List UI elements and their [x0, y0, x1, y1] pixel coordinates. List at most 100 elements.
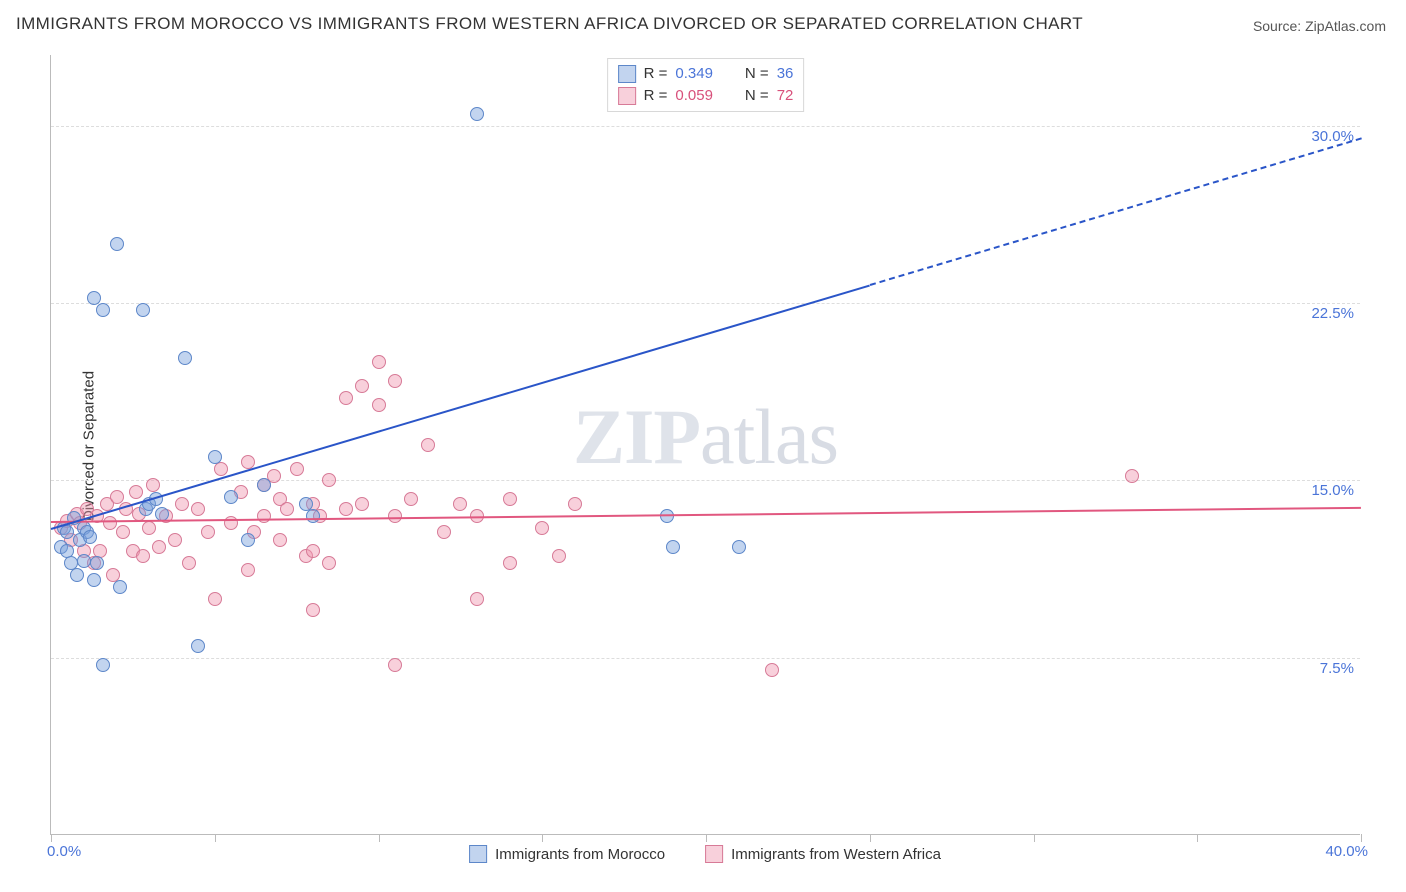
scatter-point-series-b [322, 556, 336, 570]
scatter-point-series-b [208, 592, 222, 606]
x-tick [706, 834, 707, 842]
scatter-point-series-a [470, 107, 484, 121]
x-tick [1034, 834, 1035, 842]
watermark-atlas: atlas [700, 393, 838, 480]
scatter-point-series-b [372, 398, 386, 412]
trend-line-series-a-dashed [869, 138, 1361, 286]
scatter-point-series-b [280, 502, 294, 516]
gridline-h [51, 303, 1360, 304]
legend-swatch [618, 87, 636, 105]
scatter-point-series-b [306, 544, 320, 558]
gridline-h [51, 480, 1360, 481]
y-tick-label: 22.5% [1311, 305, 1354, 322]
scatter-point-series-b [306, 603, 320, 617]
scatter-point-series-a [83, 530, 97, 544]
scatter-point-series-b [257, 509, 271, 523]
scatter-point-series-b [201, 525, 215, 539]
scatter-point-series-a [191, 639, 205, 653]
scatter-point-series-b [136, 549, 150, 563]
scatter-point-series-b [388, 658, 402, 672]
scatter-point-series-b [388, 509, 402, 523]
legend-n-label: N = [745, 85, 769, 107]
scatter-point-series-b [191, 502, 205, 516]
x-tick [1197, 834, 1198, 842]
scatter-point-series-a [87, 291, 101, 305]
gridline-h [51, 658, 1360, 659]
legend-swatch [469, 845, 487, 863]
scatter-point-series-b [568, 497, 582, 511]
legend-series-item: Immigrants from Western Africa [705, 845, 941, 863]
scatter-point-series-a [178, 351, 192, 365]
legend-r-value: 0.349 [675, 63, 713, 85]
x-tick [51, 834, 52, 842]
scatter-point-series-b [182, 556, 196, 570]
legend-series-label: Immigrants from Western Africa [731, 846, 941, 863]
plot-area: ZIPatlas R =0.349N =36R =0.059N =72 7.5%… [50, 55, 1360, 835]
x-tick [215, 834, 216, 842]
scatter-point-series-a [70, 568, 84, 582]
scatter-point-series-b [175, 497, 189, 511]
scatter-point-series-b [241, 455, 255, 469]
legend-series-item: Immigrants from Morocco [469, 845, 665, 863]
scatter-point-series-b [116, 525, 130, 539]
scatter-point-series-b [404, 492, 418, 506]
scatter-point-series-a [666, 540, 680, 554]
scatter-point-series-a [257, 478, 271, 492]
scatter-point-series-b [290, 462, 304, 476]
scatter-point-series-b [453, 497, 467, 511]
scatter-point-series-b [339, 391, 353, 405]
y-tick-label: 7.5% [1320, 660, 1354, 677]
scatter-point-series-b [470, 592, 484, 606]
scatter-point-series-a [96, 303, 110, 317]
scatter-point-series-a [136, 303, 150, 317]
trend-line-series-b [51, 506, 1361, 522]
legend-r-label: R = [644, 85, 668, 107]
x-tick [1361, 834, 1362, 842]
y-tick-label: 15.0% [1311, 482, 1354, 499]
scatter-point-series-b [503, 556, 517, 570]
scatter-point-series-b [129, 485, 143, 499]
scatter-point-series-b [322, 473, 336, 487]
legend-n-label: N = [745, 63, 769, 85]
source-label: Source: ZipAtlas.com [1253, 18, 1386, 34]
scatter-point-series-b [765, 663, 779, 677]
legend-series-label: Immigrants from Morocco [495, 846, 665, 863]
scatter-point-series-b [103, 516, 117, 530]
legend-swatch [705, 845, 723, 863]
x-tick [379, 834, 380, 842]
x-tick [542, 834, 543, 842]
legend-n-value: 72 [777, 85, 794, 107]
scatter-point-series-b [372, 355, 386, 369]
scatter-point-series-a [113, 580, 127, 594]
scatter-point-series-a [241, 533, 255, 547]
scatter-point-series-b [110, 490, 124, 504]
scatter-point-series-a [60, 525, 74, 539]
legend-n-value: 36 [777, 63, 794, 85]
scatter-point-series-b [146, 478, 160, 492]
scatter-point-series-b [142, 521, 156, 535]
scatter-point-series-a [224, 490, 238, 504]
scatter-point-series-b [241, 563, 255, 577]
scatter-point-series-a [90, 556, 104, 570]
scatter-point-series-b [339, 502, 353, 516]
scatter-point-series-b [355, 379, 369, 393]
trend-line-series-a [51, 284, 870, 529]
scatter-point-series-b [168, 533, 182, 547]
legend-swatch [618, 65, 636, 83]
scatter-point-series-b [388, 374, 402, 388]
scatter-point-series-a [77, 554, 91, 568]
scatter-point-series-a [155, 507, 169, 521]
scatter-point-series-b [1125, 469, 1139, 483]
scatter-point-series-b [152, 540, 166, 554]
scatter-point-series-a [306, 509, 320, 523]
legend-r-label: R = [644, 63, 668, 85]
scatter-point-series-b [552, 549, 566, 563]
scatter-point-series-a [96, 658, 110, 672]
plot-inner: ZIPatlas R =0.349N =36R =0.059N =72 7.5%… [50, 55, 1360, 835]
x-axis-max-label: 40.0% [1325, 843, 1368, 860]
x-axis-min-label: 0.0% [47, 843, 81, 860]
legend-series: Immigrants from Morocco Immigrants from W… [469, 845, 941, 863]
scatter-point-series-b [421, 438, 435, 452]
scatter-point-series-b [355, 497, 369, 511]
scatter-point-series-b [273, 533, 287, 547]
